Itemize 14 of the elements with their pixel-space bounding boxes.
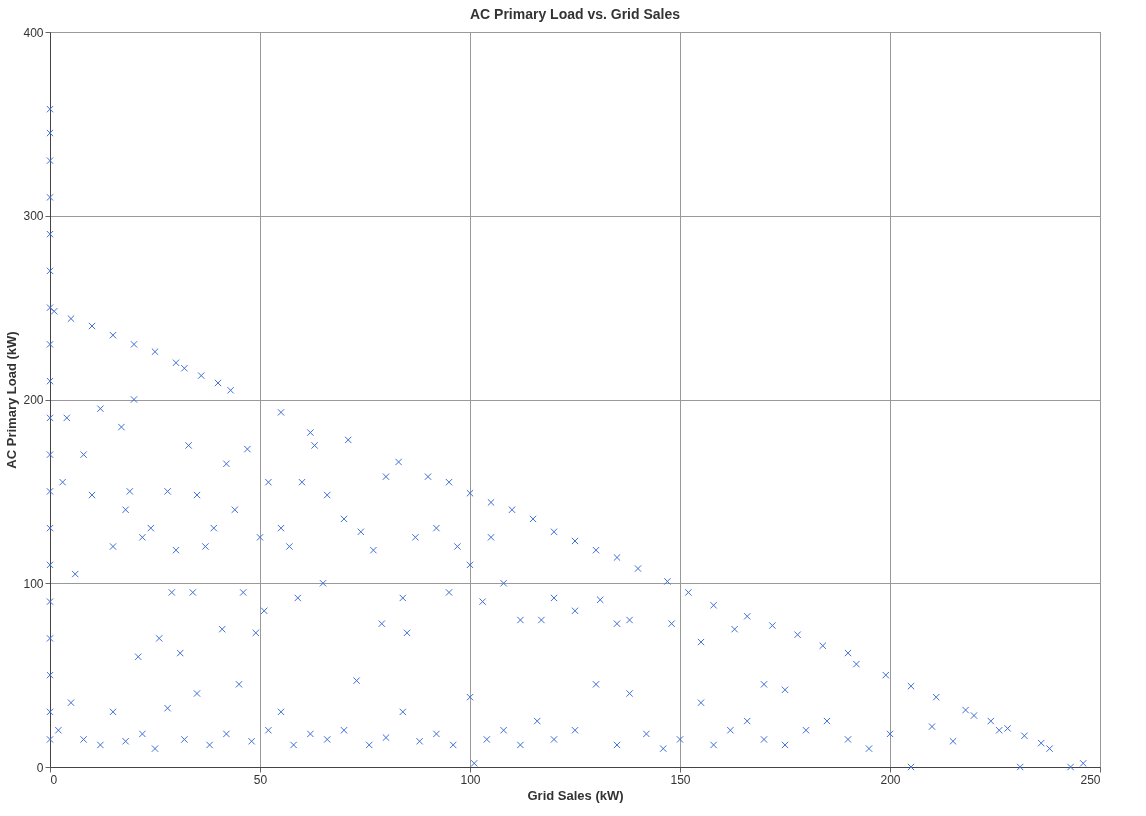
x-tick-label: 150 xyxy=(670,772,691,787)
chart-title: AC Primary Load vs. Grid Sales xyxy=(469,6,681,22)
y-tick-label: 0 xyxy=(36,760,44,775)
x-tick-label: 250 xyxy=(1080,772,1101,787)
x-tick-label: 100 xyxy=(460,772,481,787)
y-axis-title: AC Primary Load (kW) xyxy=(4,331,20,469)
x-tick-label: 200 xyxy=(880,772,901,787)
y-tick-label: 300 xyxy=(23,209,44,224)
y-tick-label: 400 xyxy=(23,25,44,40)
y-tick-label: 200 xyxy=(23,393,44,407)
x-tick-label: 0 xyxy=(50,772,58,787)
y-tick-label: 100 xyxy=(23,576,44,591)
x-axis-title: Grid Sales (kW) xyxy=(527,787,624,803)
x-tick-label: 50 xyxy=(253,772,268,787)
